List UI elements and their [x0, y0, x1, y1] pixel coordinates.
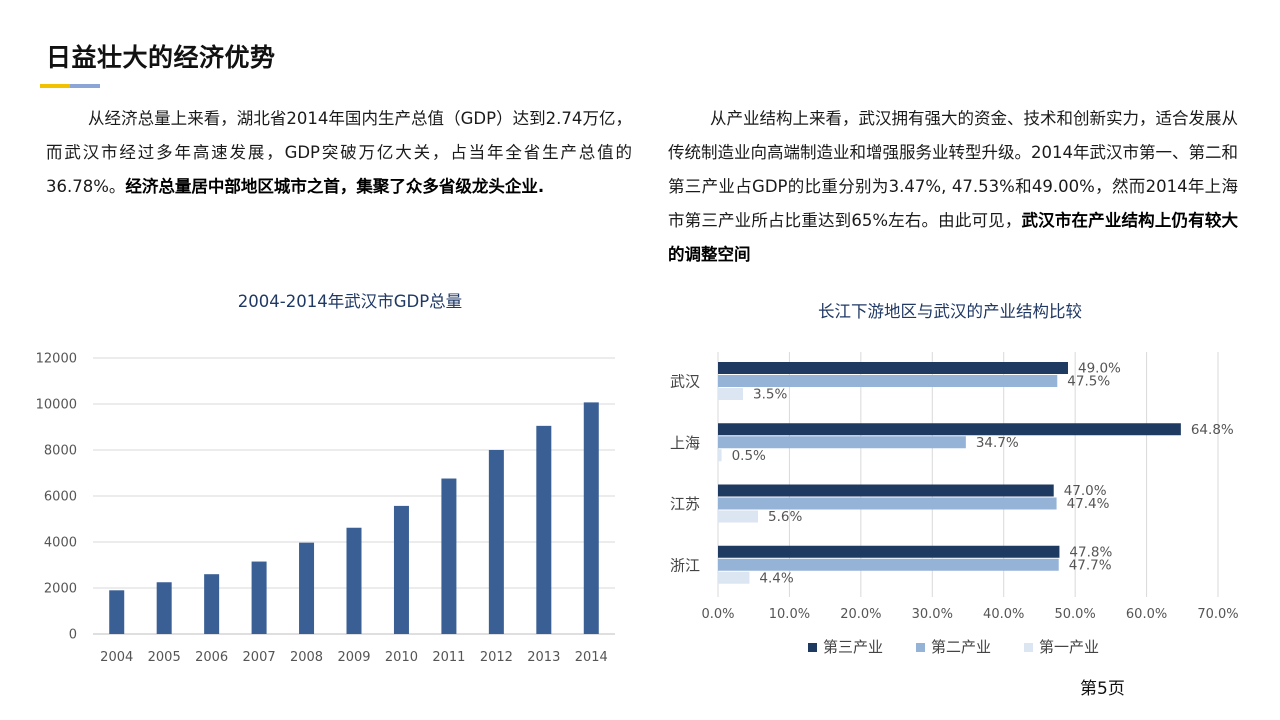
- x-tick-label: 2009: [337, 650, 370, 665]
- x-tick-label: 2013: [527, 650, 560, 665]
- data-label: 0.5%: [732, 448, 766, 464]
- gdp-bar: [109, 590, 125, 634]
- structure-bar: [718, 388, 743, 400]
- x-tick-label: 2008: [290, 650, 323, 665]
- x-tick-label: 2014: [575, 650, 608, 665]
- data-label: 3.5%: [753, 387, 787, 403]
- y-tick-label: 0: [69, 628, 77, 643]
- data-label: 47.8%: [1069, 544, 1112, 560]
- structure-bar: [718, 484, 1054, 497]
- legend-label: 第一产业: [1039, 638, 1099, 656]
- data-label: 64.8%: [1191, 422, 1234, 438]
- x-tick-label: 2011: [432, 650, 465, 665]
- gdp-bar: [299, 542, 315, 634]
- gdp-bar: [583, 402, 599, 634]
- data-label: 47.4%: [1067, 496, 1110, 512]
- structure-bar: [718, 558, 1059, 571]
- y-tick-label: 2000: [44, 582, 77, 597]
- x-tick-label: 30.0%: [912, 607, 953, 622]
- structure-bar: [718, 545, 1060, 558]
- category-label: 上海: [670, 434, 700, 452]
- gdp-bar: [346, 527, 362, 634]
- gdp-bar: [488, 450, 504, 634]
- legend-label: 第三产业: [823, 638, 883, 656]
- data-label: 47.0%: [1064, 483, 1107, 499]
- left-paragraph: 从经济总量上来看，湖北省2014年国内生产总值（GDP）达到2.74万亿，而武汉…: [46, 102, 632, 204]
- page-number: 第5页: [1080, 679, 1125, 699]
- legend-swatch: [1024, 643, 1033, 652]
- x-tick-label: 2006: [195, 650, 228, 665]
- gdp-bar: [204, 574, 220, 634]
- x-tick-label: 2010: [385, 650, 418, 665]
- gdp-bar: [441, 478, 457, 634]
- right-paragraph-text: 从产业结构上来看，武汉拥有强大的资金、技术和创新实力，适合发展从传统制造业向高端…: [668, 109, 1238, 230]
- category-label: 江苏: [670, 495, 700, 513]
- page-title: 日益壮大的经济优势: [46, 43, 276, 72]
- title-accent-yellow: [40, 84, 70, 88]
- x-tick-label: 50.0%: [1054, 607, 1095, 622]
- x-tick-label: 2007: [243, 650, 276, 665]
- data-label: 34.7%: [976, 435, 1019, 451]
- structure-bar: [718, 449, 722, 462]
- x-tick-label: 60.0%: [1126, 607, 1167, 622]
- structure-bar: [718, 497, 1057, 510]
- x-tick-label: 10.0%: [769, 607, 810, 622]
- x-tick-label: 2012: [480, 650, 513, 665]
- structure-bar: [718, 436, 966, 449]
- category-label: 浙江: [670, 556, 700, 574]
- structure-bar: [718, 375, 1058, 387]
- y-tick-label: 4000: [44, 536, 77, 551]
- gdp-chart-title: 2004-2014年武汉市GDP总量: [237, 292, 463, 311]
- right-paragraph-bold: 武汉市在产业结构上仍有较大的调整空间: [668, 211, 1238, 264]
- structure-bar: [718, 362, 1068, 374]
- legend-swatch: [916, 643, 925, 652]
- gdp-bar: [536, 425, 552, 634]
- legend-label: 第二产业: [931, 638, 991, 656]
- category-label: 武汉: [670, 373, 700, 391]
- data-label: 4.4%: [759, 570, 793, 586]
- gdp-bar: [251, 561, 267, 634]
- x-tick-label: 20.0%: [840, 607, 881, 622]
- y-tick-label: 12000: [36, 352, 77, 367]
- y-tick-label: 6000: [44, 490, 77, 505]
- x-tick-label: 2004: [100, 650, 133, 665]
- structure-bar: [718, 510, 758, 523]
- data-label: 47.5%: [1067, 374, 1110, 390]
- structure-chart-title: 长江下游地区与武汉的产业结构比较: [818, 302, 1082, 321]
- left-paragraph-text: 从经济总量上来看，湖北省2014年国内生产总值（GDP）达到2.74万亿，而武汉…: [46, 109, 632, 196]
- x-tick-label: 0.0%: [701, 607, 734, 622]
- left-paragraph-bold: 经济总量居中部地区城市之首，集聚了众多省级龙头企业.: [125, 177, 545, 196]
- y-tick-label: 10000: [36, 398, 77, 413]
- gdp-bar: [393, 505, 409, 634]
- y-tick-label: 8000: [44, 444, 77, 459]
- x-tick-label: 2005: [148, 650, 181, 665]
- structure-bar: [718, 423, 1181, 436]
- x-tick-label: 40.0%: [983, 607, 1024, 622]
- x-tick-label: 70.0%: [1197, 607, 1238, 622]
- legend-swatch: [808, 643, 817, 652]
- data-label: 47.7%: [1069, 557, 1112, 573]
- data-label: 5.6%: [768, 509, 802, 525]
- data-label: 49.0%: [1078, 361, 1121, 377]
- title-accent-blue: [70, 84, 100, 88]
- gdp-bar: [156, 582, 172, 634]
- structure-bar: [718, 571, 750, 584]
- right-paragraph: 从产业结构上来看，武汉拥有强大的资金、技术和创新实力，适合发展从传统制造业向高端…: [668, 102, 1238, 272]
